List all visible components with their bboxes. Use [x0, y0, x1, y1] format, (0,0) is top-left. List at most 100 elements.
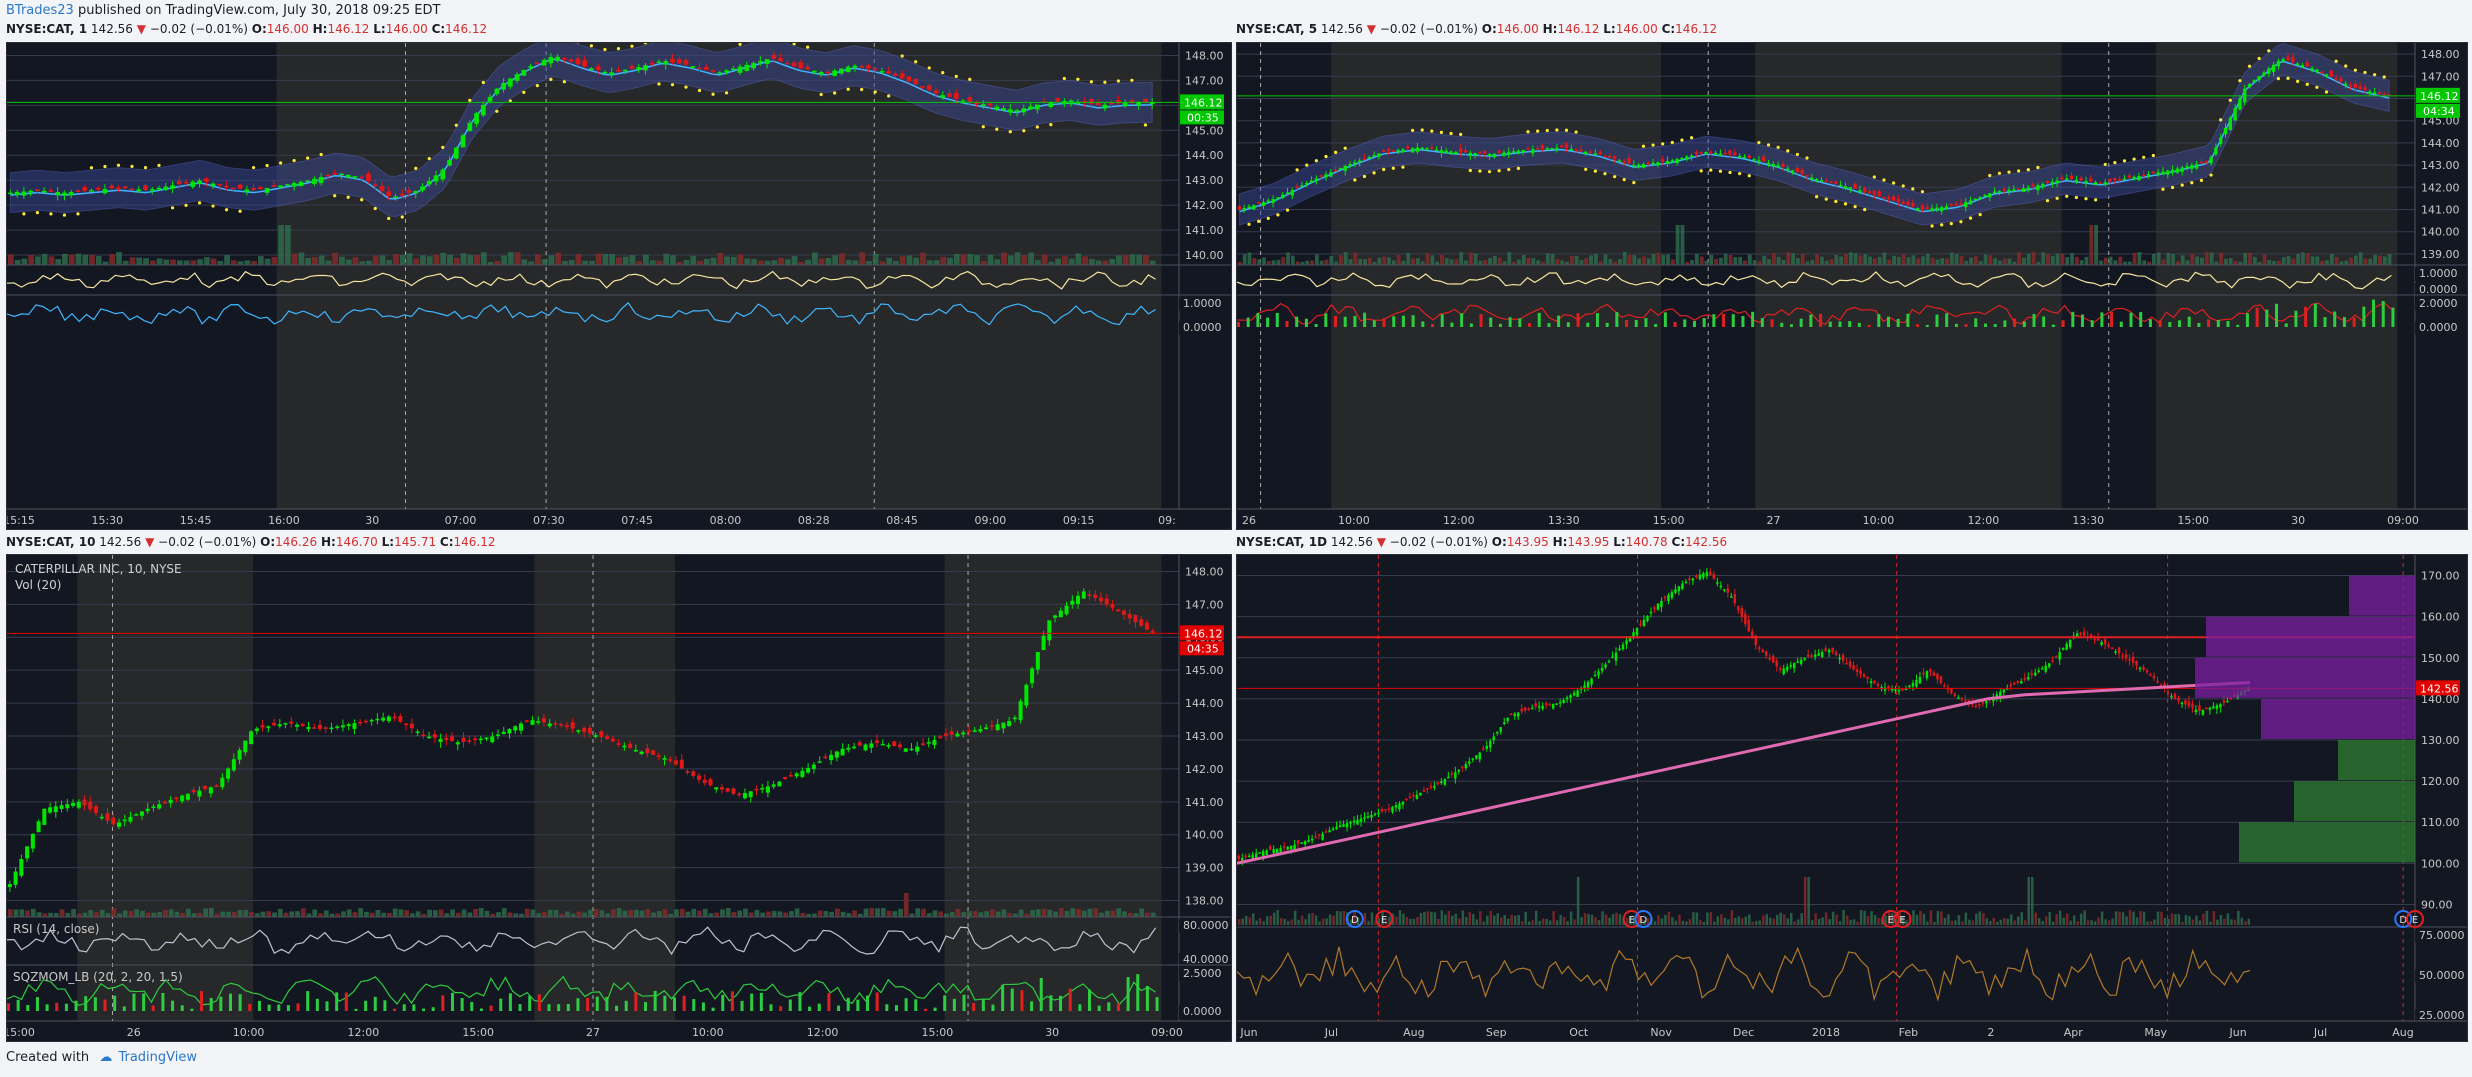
volume-bar: [1622, 252, 1627, 265]
candle-down: [398, 716, 403, 722]
candle-up: [1502, 152, 1506, 156]
candle-up: [76, 801, 81, 808]
volume-bar: [186, 908, 191, 917]
session-shade: [276, 43, 1162, 509]
candle-down: [2002, 188, 2006, 191]
histogram-bar: [219, 996, 223, 1011]
candle-up: [541, 60, 547, 66]
dividend-icon: [1634, 910, 1653, 928]
psar-dot: [157, 163, 161, 167]
candle-up: [28, 190, 34, 193]
author-link[interactable]: BTrades23: [6, 3, 74, 18]
volume-bar: [122, 260, 129, 265]
volume-bar: [375, 910, 381, 917]
histogram-bar: [2352, 317, 2356, 327]
legend-high: 146.70: [335, 535, 378, 549]
volume-bar: [1502, 261, 1507, 265]
volume-bar: [1520, 921, 1524, 925]
volume-bar: [879, 261, 886, 265]
volume-bar: [1613, 261, 1618, 265]
volume-profile-bar: [2195, 657, 2415, 698]
price-tick-label: 139.00: [2421, 248, 2460, 261]
volume-bar: [2334, 256, 2339, 265]
volume-bar: [1723, 917, 1727, 925]
candle-up: [1444, 150, 1448, 153]
psar-dot: [1795, 152, 1799, 157]
candle-up: [521, 69, 527, 76]
volume-bar: [266, 911, 272, 917]
volume-bar: [2030, 877, 2034, 925]
histogram-bar: [2100, 312, 2104, 327]
candle-down: [2107, 644, 2110, 647]
psar-dot: [319, 152, 323, 157]
volume-bar: [474, 254, 480, 265]
candle-up: [1869, 681, 1873, 684]
chart-svg-1min[interactable]: 148.00147.00146.00145.00144.00143.00142.…: [7, 43, 1231, 529]
volume-bar: [639, 910, 645, 917]
psar-dot: [1872, 175, 1876, 179]
histogram-bar: [2226, 321, 2230, 327]
chart-panel-10min[interactable]: 148.00147.00146.00145.00144.00143.00142.…: [6, 554, 1232, 1042]
volume-bar: [1752, 260, 1757, 265]
candle-down: [111, 817, 116, 825]
candle-down: [1627, 158, 1631, 164]
volume-bar: [2079, 260, 2084, 265]
volume-bar: [1873, 915, 1877, 925]
time-tick-label: 12:00: [348, 1026, 380, 1039]
volume-bar: [48, 256, 55, 265]
psar-dot: [1641, 144, 1646, 148]
candle-up: [102, 188, 108, 194]
psar-dot: [2007, 170, 2011, 174]
candle-up: [1454, 772, 1457, 779]
candle-up: [1618, 648, 1621, 651]
histogram-bar: [1819, 313, 1823, 327]
candle-down: [629, 65, 635, 69]
candle-up: [453, 147, 459, 159]
volume-bar: [575, 254, 582, 265]
candle-down: [559, 724, 564, 726]
chart-panel-1min[interactable]: 148.00147.00146.00145.00144.00143.00142.…: [6, 42, 1232, 530]
psar-dot: [873, 90, 877, 94]
candle-down: [1055, 97, 1060, 102]
candle-down: [1319, 175, 1323, 177]
chart-svg-10min[interactable]: 148.00147.00146.00145.00144.00143.00142.…: [7, 555, 1231, 1041]
osc-axis-bg: [1179, 297, 1231, 311]
psar-dot: [995, 127, 999, 131]
chart-svg-5min[interactable]: 148.00147.00146.00145.00144.00143.00142.…: [1237, 43, 2467, 529]
footer-brand[interactable]: TradingView: [118, 1050, 197, 1065]
tradingview-logo-icon[interactable]: ☁: [99, 1050, 113, 1065]
volume-bar: [1765, 914, 1768, 925]
candle-up: [170, 185, 175, 189]
volume-bar: [1982, 912, 1985, 925]
price-label-box: [2416, 680, 2460, 696]
volume-bar: [122, 910, 128, 917]
histogram-bar: [653, 990, 657, 1011]
volume-bar: [582, 260, 589, 265]
chart-svg-daily[interactable]: 170.00160.00150.00140.00130.00120.00110.…: [1237, 555, 2467, 1041]
candle-up: [507, 78, 513, 87]
volume-bar: [352, 912, 358, 917]
earnings-icon: [1881, 910, 1900, 928]
psar-dot: [292, 158, 296, 163]
candle-down: [2051, 660, 2054, 662]
chart-panel-5min[interactable]: 148.00147.00146.00145.00144.00143.00142.…: [1236, 42, 2468, 530]
histogram-bar: [817, 1003, 821, 1011]
volume-bar: [1444, 258, 1449, 265]
countdown-text: 04:34: [2423, 105, 2455, 118]
candle-up: [1718, 153, 1723, 156]
candle-up: [352, 723, 357, 729]
volume-bar: [501, 908, 507, 917]
session-shade: [944, 555, 1162, 1021]
volume-bar: [2195, 915, 2198, 925]
chart-panel-daily[interactable]: 170.00 160.00 150.00 140.00 130.00 120.00 110.…: [1236, 554, 2468, 1042]
candle-up: [2170, 695, 2173, 698]
psar-dot: [1049, 123, 1053, 127]
volume-bar: [1555, 920, 1559, 925]
volume-bar: [1310, 260, 1314, 265]
histogram-bar: [2158, 320, 2162, 327]
volume-bar: [829, 911, 834, 917]
volume-bar: [2329, 253, 2334, 265]
volume-bar: [593, 908, 599, 917]
histogram-bar: [1030, 1001, 1034, 1011]
candle-up: [53, 806, 58, 813]
